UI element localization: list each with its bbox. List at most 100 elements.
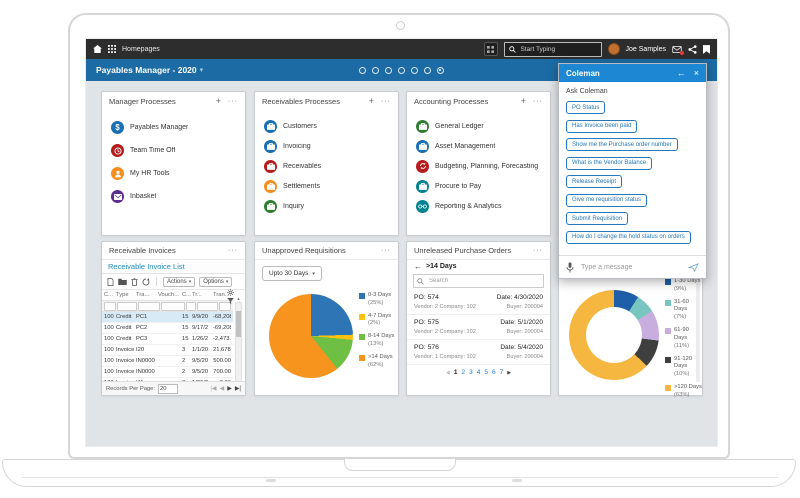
process-item-procure-to-pay[interactable]: Procure to Pay	[407, 176, 550, 196]
filter-input[interactable]	[138, 301, 160, 311]
invoice-list-link[interactable]: Receivable Invoice List	[108, 262, 185, 271]
close-icon[interactable]: ×	[693, 67, 699, 78]
process-item-inbasket[interactable]: Inbasket	[102, 185, 245, 208]
page-dot[interactable]	[411, 66, 418, 74]
table-row[interactable]: 100 Invoice IN0000 2 9/5/20 700.00	[102, 367, 233, 378]
first-page-icon[interactable]: |◀	[210, 386, 217, 392]
gear-icon[interactable]	[227, 289, 234, 296]
po-search-input[interactable]	[427, 277, 531, 285]
delete-icon[interactable]	[131, 277, 138, 286]
filter-input[interactable]	[104, 301, 116, 311]
aged-donut-chart[interactable]	[569, 290, 659, 380]
table-row[interactable]: 100 Invoice IN0000 2 9/5/20 500.00	[102, 356, 233, 367]
table-scrollbar[interactable]: ▲ ▼	[235, 296, 242, 389]
suggestion-chip[interactable]: Give me requisition status	[566, 193, 648, 207]
po-list-item[interactable]: PO: 576 Vendor: 1 Company: 102 Date: 5/4/…	[407, 340, 550, 365]
last-page-icon[interactable]: ▶|	[234, 386, 241, 392]
process-item-customers[interactable]: Customers	[255, 116, 398, 136]
process-item-inquiry[interactable]: Inquiry	[255, 196, 398, 216]
quick-access-icon[interactable]	[483, 42, 498, 56]
user-name[interactable]: Joe Samples	[625, 45, 666, 53]
page-number[interactable]: 4	[476, 369, 481, 376]
page-number[interactable]: 1	[453, 369, 458, 376]
process-item-receivables[interactable]: Receivables	[255, 156, 398, 176]
open-folder-icon[interactable]	[118, 278, 127, 285]
scrollbar-thumb[interactable]	[236, 311, 241, 337]
messages-icon[interactable]	[672, 45, 684, 55]
panel-scrollbar[interactable]	[696, 282, 700, 382]
filter-input[interactable]	[219, 301, 231, 311]
back-arrow-icon[interactable]: ←	[676, 67, 686, 78]
microphone-icon[interactable]	[566, 261, 574, 273]
suggestion-chip[interactable]: Show me the Purchase order number	[566, 138, 678, 151]
more-menu-icon[interactable]: ···	[533, 97, 543, 105]
next-page-icon[interactable]: ▶	[227, 386, 232, 392]
filter-input[interactable]	[161, 301, 185, 311]
process-item-my-hr-tools[interactable]: My HR Tools	[102, 162, 245, 185]
process-item-asset-management[interactable]: Asset Management	[407, 136, 550, 156]
suggestion-chip[interactable]: How do I change the hold status on order…	[566, 230, 691, 244]
suggestion-chip[interactable]: Release Receipt	[566, 175, 623, 188]
next-page-icon[interactable]: ▶	[507, 369, 512, 376]
suggestion-chip[interactable]: PO Status	[566, 101, 606, 114]
prev-page-icon[interactable]: ◀	[445, 369, 450, 376]
page-number[interactable]: 5	[484, 369, 488, 376]
process-item-settlements[interactable]: Settlements	[255, 176, 398, 196]
page-dot[interactable]	[424, 66, 431, 74]
page-dot-active[interactable]	[437, 66, 444, 74]
page-title[interactable]: Payables Manager - 2020	[96, 65, 197, 75]
add-icon[interactable]: +	[520, 95, 526, 106]
page-dot[interactable]	[398, 66, 405, 74]
suggestion-chip[interactable]: What is the Vendor Balance	[566, 156, 653, 170]
scroll-up-icon[interactable]: ▲	[236, 296, 241, 301]
page-number[interactable]: 2	[461, 369, 466, 376]
process-item-general-ledger[interactable]: General Ledger	[407, 116, 550, 136]
filter-input[interactable]	[186, 301, 196, 311]
homepages-label[interactable]: Homepages	[122, 45, 160, 53]
filter-funnel-icon[interactable]	[227, 298, 234, 304]
more-menu-icon[interactable]: ···	[533, 247, 543, 254]
chevron-down-icon[interactable]: ▾	[199, 67, 204, 74]
more-menu-icon[interactable]: ···	[381, 97, 391, 105]
page-dot[interactable]	[385, 66, 392, 74]
add-icon[interactable]: +	[368, 95, 374, 106]
prev-page-icon[interactable]: ◀	[219, 386, 225, 392]
process-item-invoicing[interactable]: Invoicing	[255, 136, 398, 156]
app-grid-icon[interactable]	[108, 45, 116, 53]
more-menu-icon[interactable]: ···	[228, 97, 238, 105]
process-item-reporting-analytics[interactable]: Reporting & Analytics	[407, 196, 550, 216]
suggestion-chip[interactable]: Has Invoice been paid	[566, 119, 638, 133]
actions-button[interactable]: Actions ▾	[163, 276, 196, 287]
page-number[interactable]: 3	[469, 369, 473, 376]
page-dot[interactable]	[359, 66, 366, 74]
options-button[interactable]: Options ▾	[199, 276, 233, 287]
po-search[interactable]	[413, 274, 544, 288]
refresh-icon[interactable]	[142, 277, 150, 286]
filter-input[interactable]	[117, 301, 137, 311]
send-icon[interactable]	[688, 262, 699, 272]
back-arrow-icon[interactable]: ←	[414, 262, 422, 271]
more-menu-icon[interactable]: ···	[228, 247, 238, 254]
global-search[interactable]	[503, 41, 602, 57]
filter-input[interactable]	[197, 301, 218, 311]
requisitions-pie-chart[interactable]	[269, 294, 353, 378]
user-avatar[interactable]	[607, 43, 620, 55]
po-list-item[interactable]: PO: 574 Vendor: 2 Company: 102 Date: 4/30…	[407, 290, 550, 315]
more-menu-icon[interactable]: ···	[381, 247, 391, 254]
page-number[interactable]: 6	[491, 369, 496, 376]
process-item-team-time-off[interactable]: Team Time Off	[102, 139, 245, 162]
search-input[interactable]	[518, 44, 593, 54]
bookmark-icon[interactable]	[703, 44, 710, 54]
days-filter-dropdown[interactable]: Upto 30 Days ▾	[262, 266, 322, 281]
po-list-item[interactable]: PO: 575 Vendor: 2 Company: 102 Date: 5/1/…	[407, 315, 550, 340]
process-item-budgeting-planning-forecasting[interactable]: Budgeting, Planning, Forecasting	[407, 156, 550, 176]
coleman-message-input[interactable]	[579, 262, 683, 272]
process-item-payables-manager[interactable]: $ Payables Manager	[102, 116, 245, 139]
new-document-icon[interactable]	[107, 277, 114, 286]
share-icon[interactable]	[688, 44, 697, 54]
page-number[interactable]: 7	[499, 369, 504, 376]
